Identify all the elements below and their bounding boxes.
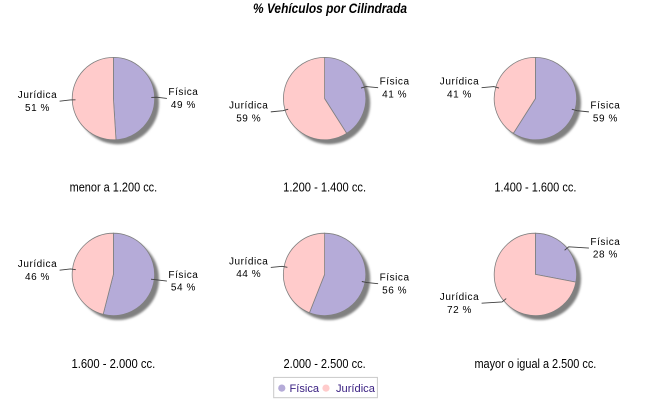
svg-text:44 %: 44 % [236,269,261,280]
svg-text:1.400 - 1.600 cc.: 1.400 - 1.600 cc. [494,180,576,195]
svg-text:46 %: 46 % [25,272,50,283]
svg-text:1.200 - 1.400 cc.: 1.200 - 1.400 cc. [283,180,366,195]
svg-text:mayor o igual a 2.500 cc.: mayor o igual a 2.500 cc. [474,356,596,371]
svg-text:1.600 - 2.000 cc.: 1.600 - 2.000 cc. [72,356,156,371]
svg-text:54 %: 54 % [171,283,196,294]
svg-text:Jurídica: Jurídica [336,383,376,395]
svg-text:51 %: 51 % [25,103,50,114]
svg-text:Física: Física [290,383,320,395]
svg-text:28 %: 28 % [593,250,618,261]
svg-text:41 %: 41 % [447,89,472,100]
svg-text:Jurídica: Jurídica [18,90,57,101]
svg-text:Jurídica: Jurídica [229,256,268,267]
svg-text:Física: Física [590,237,620,248]
svg-text:56 %: 56 % [382,285,407,296]
svg-text:2.000 - 2.500 cc.: 2.000 - 2.500 cc. [284,356,366,371]
svg-text:menor a 1.200 cc.: menor a 1.200 cc. [70,180,158,195]
svg-text:72 %: 72 % [447,305,472,316]
svg-text:Jurídica: Jurídica [440,77,479,88]
svg-text:Jurídica: Jurídica [18,259,57,270]
svg-text:Jurídica: Jurídica [229,101,268,112]
svg-text:Física: Física [168,270,198,281]
svg-text:41 %: 41 % [382,89,407,100]
svg-text:Física: Física [380,273,410,284]
svg-text:Física: Física [168,87,198,98]
svg-text:Jurídica: Jurídica [440,292,479,303]
svg-text:59 %: 59 % [593,114,618,125]
svg-text:Física: Física [380,77,410,88]
svg-text:Física: Física [590,101,620,112]
svg-text:49 %: 49 % [171,100,196,111]
svg-text:% Vehículos por Cilindrada: % Vehículos por Cilindrada [253,0,407,16]
svg-text:59 %: 59 % [236,114,261,125]
